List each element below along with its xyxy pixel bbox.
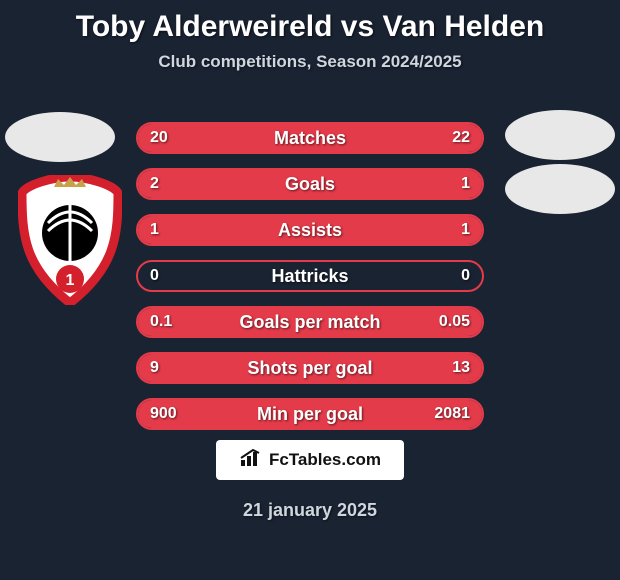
date-text: 21 january 2025 <box>0 500 620 521</box>
stat-value-right: 0 <box>461 262 470 290</box>
stat-value-left: 1 <box>150 216 159 244</box>
brand-text: FcTables.com <box>269 450 381 470</box>
stat-label: Goals per match <box>138 308 482 336</box>
stat-value-left: 9 <box>150 354 159 382</box>
stat-row: Goals2 1 <box>136 168 484 200</box>
stat-value-left: 900 <box>150 400 177 428</box>
player2-photo <box>505 110 615 160</box>
stat-row: Hattricks0 0 <box>136 260 484 292</box>
stat-row: Goals per match0.1 0.05 <box>136 306 484 338</box>
brand-badge: FcTables.com <box>216 440 404 480</box>
stat-label: Matches <box>138 124 482 152</box>
subtitle: Club competitions, Season 2024/2025 <box>0 52 620 72</box>
stat-label: Goals <box>138 170 482 198</box>
stat-value-right: 13 <box>452 354 470 382</box>
stat-label: Shots per goal <box>138 354 482 382</box>
stat-value-left: 2 <box>150 170 159 198</box>
stat-label: Hattricks <box>138 262 482 290</box>
stat-row: Assists1 1 <box>136 214 484 246</box>
stats-container: Matches2022Goals21Assists11Hattricks00Go… <box>136 122 484 444</box>
stat-value-right: 1 <box>461 170 470 198</box>
stat-value-left: 0.1 <box>150 308 172 336</box>
badge-number: 1 <box>66 272 75 289</box>
player2-photo-2 <box>505 164 615 214</box>
stat-value-right: 0.05 <box>439 308 470 336</box>
stat-label: Assists <box>138 216 482 244</box>
stat-label: Min per goal <box>138 400 482 428</box>
stat-value-left: 20 <box>150 124 168 152</box>
stat-row: Shots per goal9 13 <box>136 352 484 384</box>
page-title: Toby Alderweireld vs Van Helden <box>0 0 620 44</box>
stat-value-right: 1 <box>461 216 470 244</box>
stat-row: Matches20 22 <box>136 122 484 154</box>
stat-value-right: 22 <box>452 124 470 152</box>
brand-chart-icon <box>239 448 265 473</box>
stat-row: Min per goal900 2081 <box>136 398 484 430</box>
player1-photo <box>5 112 115 162</box>
club-badge: 1 <box>18 175 122 305</box>
stat-value-left: 0 <box>150 262 159 290</box>
stat-value-right: 2081 <box>434 400 470 428</box>
